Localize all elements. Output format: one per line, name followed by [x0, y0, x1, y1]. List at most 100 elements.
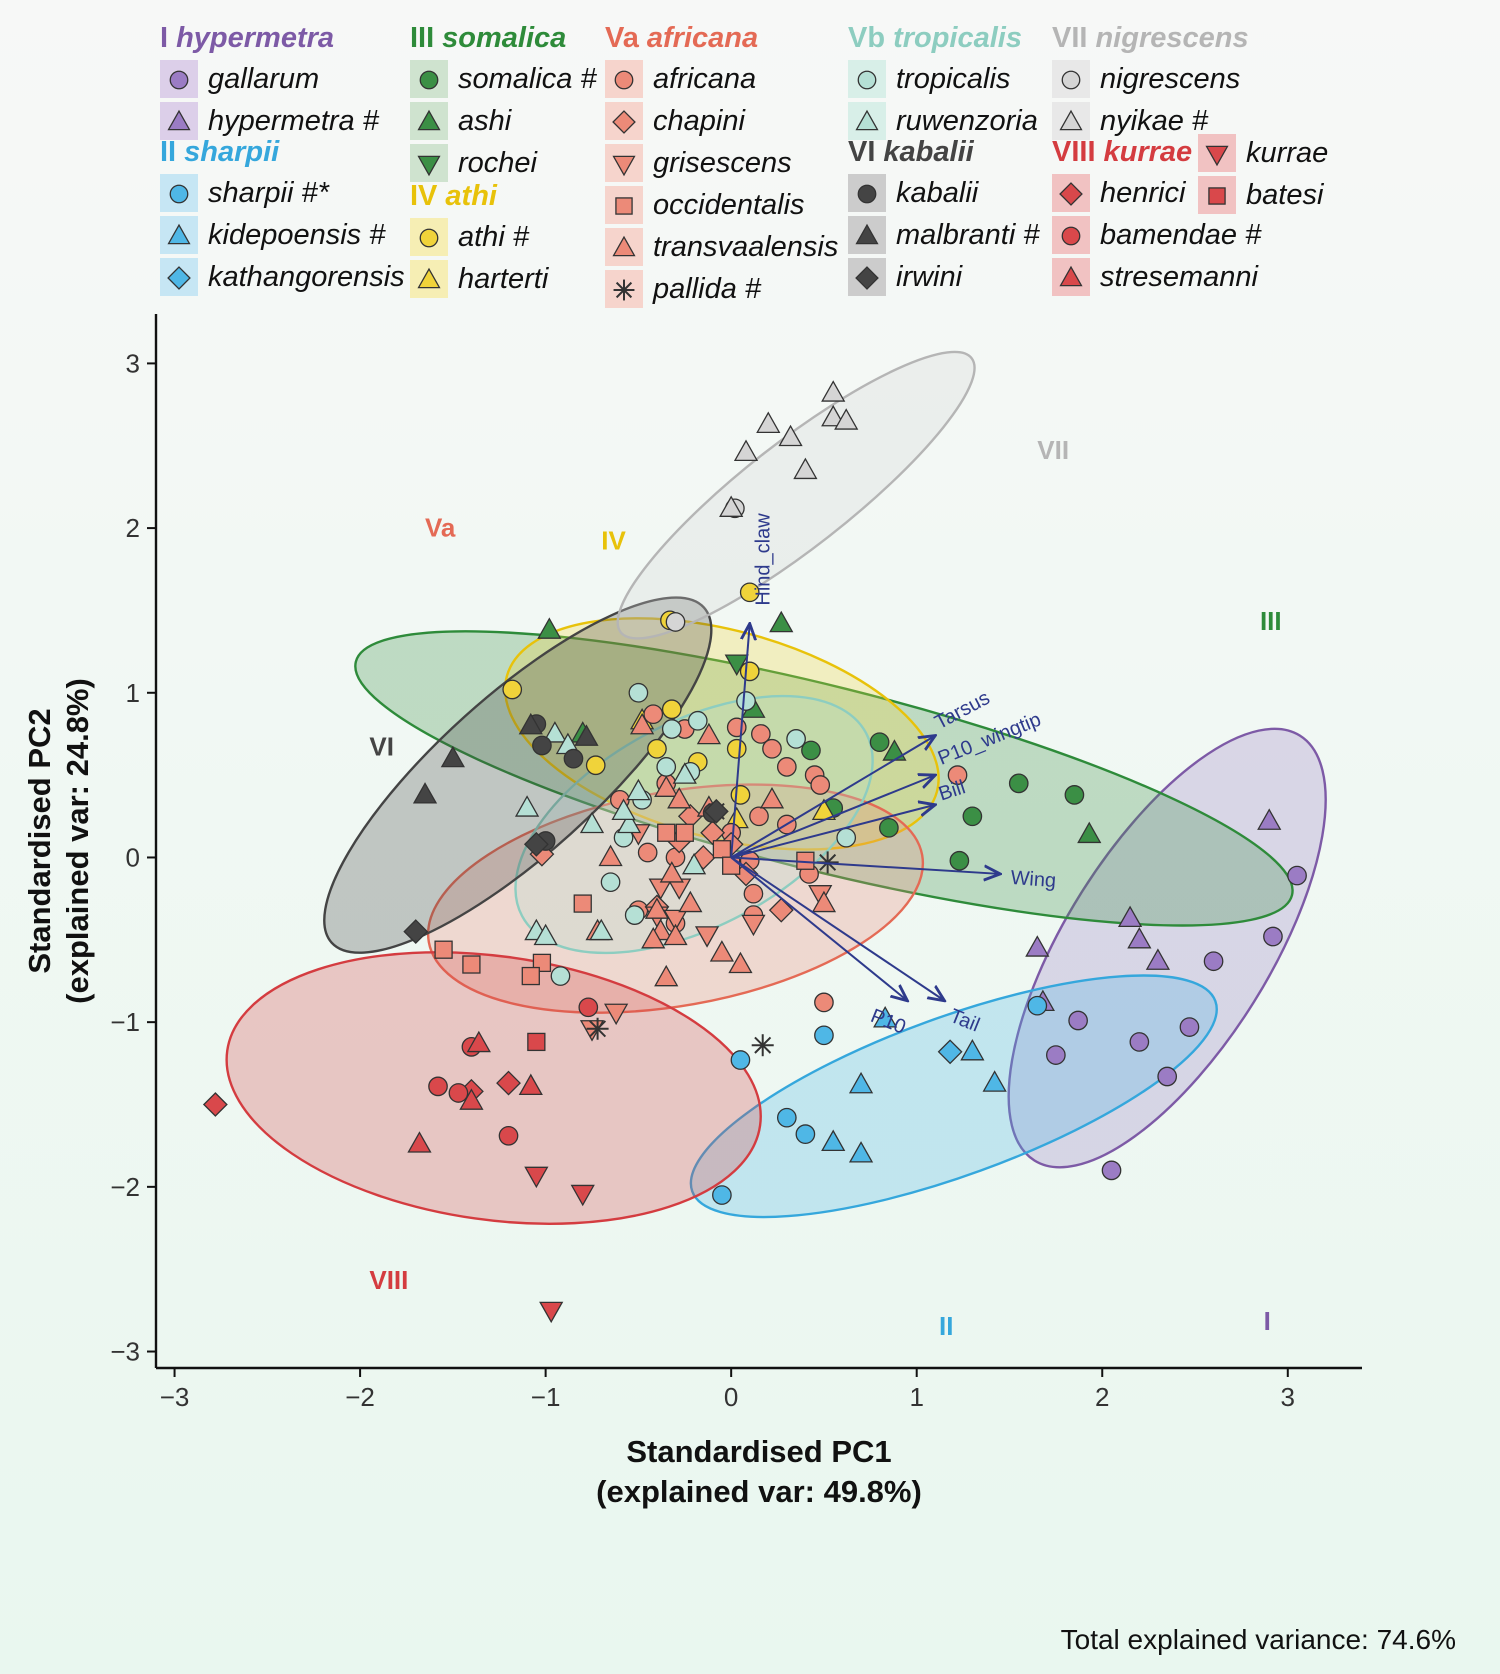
point-vii-triangle — [821, 404, 846, 427]
legend-item-label: chapini — [653, 105, 745, 137]
legend-group-va: Va africana africana chapini grisescens occid… — [605, 18, 838, 310]
point-va-triangle-down — [694, 926, 720, 948]
point-i-triangle — [1257, 808, 1282, 830]
point-va-triangle — [659, 861, 684, 883]
x-axis-subtitle: (explained var: 49.8%) — [596, 1474, 922, 1509]
legend-item-hypermetra: hypermetra # — [160, 100, 379, 142]
annotation-i: I — [1264, 1306, 1271, 1336]
legend-item-irwini: irwini — [848, 256, 1039, 298]
legend-key-circle-icon — [848, 174, 886, 212]
legend-group-title: VI kabalii — [848, 132, 1039, 172]
legend-item-label: stresemanni — [1100, 261, 1258, 293]
legend-group-name: sharpii — [184, 136, 280, 168]
legend-key-triangle-icon — [410, 260, 448, 298]
total-explained-variance: Total explained variance: 74.6% — [1060, 1624, 1456, 1655]
legend-group-name: athi — [445, 180, 497, 212]
point-va-circle — [637, 842, 658, 863]
point-vb-circle — [656, 757, 677, 777]
y-tick-label: −2 — [110, 1172, 140, 1202]
point-vii-triangle — [778, 424, 803, 447]
point-va-circle — [751, 724, 771, 744]
point-va-triangle-down — [604, 1003, 629, 1026]
point-vi-diamond — [523, 831, 549, 857]
x-tick-label: 2 — [1095, 1382, 1109, 1412]
point-va-asterisk — [586, 1017, 609, 1040]
legend-item-malbranti: malbranti # — [848, 214, 1039, 256]
legend-item-label: irwini — [896, 261, 963, 293]
point-i-circle — [1263, 926, 1283, 947]
point-vb-triangle — [626, 778, 651, 801]
legend-item-label: occidentalis — [653, 189, 805, 221]
point-i-triangle — [1117, 905, 1143, 928]
loading-arrow-bill — [730, 805, 935, 859]
point-vi-triangle — [574, 724, 599, 746]
legend-key-circle-icon — [410, 60, 448, 98]
point-va-circle — [776, 757, 797, 777]
legend-item-pallida: pallida # — [605, 268, 838, 310]
point-vb-triangle — [617, 811, 642, 834]
point-va-square — [434, 940, 453, 959]
y-axis-title: Standardised PC2 — [22, 708, 57, 973]
point-vb-circle — [836, 827, 857, 848]
legend-key-triangle-icon — [160, 102, 198, 140]
point-ii-circle — [776, 1107, 797, 1128]
legend-key-diamond-icon — [605, 102, 643, 140]
point-vii-triangle — [719, 495, 744, 517]
point-ii-circle — [1027, 995, 1048, 1016]
point-ii-triangle — [982, 1070, 1007, 1092]
legend-item-label: grisescens — [653, 147, 792, 179]
point-va-triangle — [654, 964, 679, 987]
legend-group-name: hypermetra — [176, 22, 335, 54]
point-va-triangle-down — [741, 914, 766, 937]
point-ii-triangle — [848, 1141, 874, 1163]
point-va-circle — [814, 992, 834, 1013]
point-va-circle — [726, 717, 747, 738]
legend-group-title: VIII kurrae — [1052, 132, 1261, 172]
point-va-circle — [665, 847, 686, 868]
point-va-diamond — [768, 897, 794, 923]
legend-item-occidentalis: occidentalis — [605, 184, 838, 226]
legend-item-kidepoensis: kidepoensis # — [160, 214, 405, 256]
legend-group-title: IV athi — [410, 176, 548, 216]
annotation-vi: VI — [369, 731, 394, 761]
point-va-triangle — [598, 844, 623, 867]
legend-item-label: kabalii — [896, 177, 979, 209]
y-tick-label: 3 — [126, 348, 140, 378]
legend-key-triangle-icon — [1052, 258, 1090, 296]
point-va-circle — [643, 704, 664, 725]
point-va-diamond — [700, 820, 726, 846]
legend-group-vb: Vb tropicalis tropicalis ruwenzoria — [848, 18, 1038, 142]
loading-arrow-p10-wingtip — [730, 775, 935, 859]
legend-group-name: kurrae — [1103, 136, 1193, 168]
point-vb-circle — [550, 966, 571, 986]
point-vb-circle — [687, 710, 708, 731]
point-ii-circle — [814, 1025, 834, 1046]
ellipse-group-viii — [225, 951, 762, 1225]
legend-group-number: III — [410, 22, 435, 54]
point-va-triangle-down — [648, 878, 673, 900]
annotation-vii: VII — [1037, 435, 1069, 465]
point-vii-triangle — [733, 439, 759, 461]
point-vii-circle — [665, 612, 686, 632]
legend-item-label: nigrescens — [1100, 63, 1241, 95]
legend-group-number: IV — [410, 180, 438, 212]
point-vii-triangle — [793, 457, 818, 480]
legend-key-triangle-icon — [160, 216, 198, 254]
point-iii-circle — [1008, 773, 1029, 794]
point-i-circle — [1179, 1017, 1200, 1037]
point-vi-triangle — [440, 745, 465, 768]
point-ii-triangle — [821, 1129, 846, 1152]
legend-item-label: gallarum — [208, 63, 320, 95]
annotation-viii: VIII — [369, 1265, 408, 1295]
legend-key-triangle-icon — [1052, 102, 1090, 140]
point-vb-triangle — [611, 798, 636, 821]
point-va-asterisk — [751, 1034, 774, 1057]
point-iv-circle — [730, 785, 751, 805]
point-viii-diamond — [202, 1092, 228, 1117]
point-vb-circle — [624, 905, 645, 925]
legend-item-kabalii: kabalii — [848, 172, 1039, 214]
legend-group-iv: IV athi athi # harterti — [410, 176, 548, 300]
legend-group-name: somalica — [442, 22, 567, 54]
legend-item-tropicalis: tropicalis — [848, 58, 1038, 100]
point-iii-circle — [949, 850, 970, 871]
